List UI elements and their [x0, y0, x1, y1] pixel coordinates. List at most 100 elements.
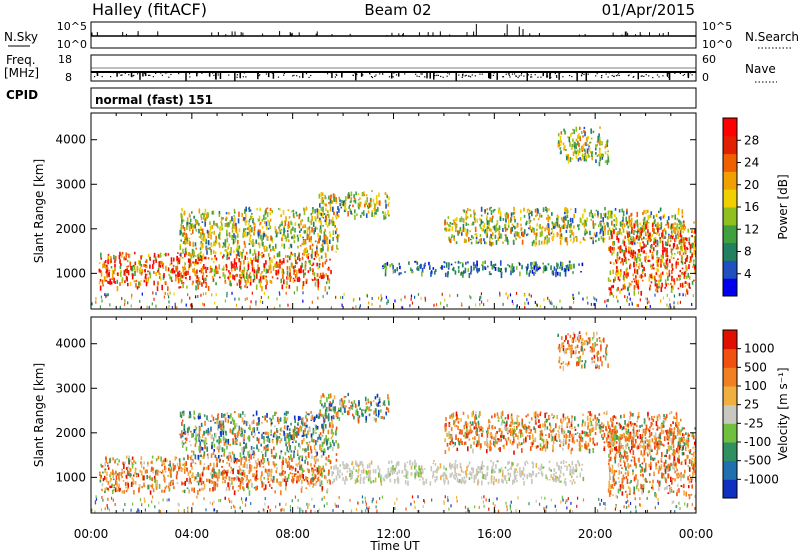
- echo-cell: [693, 245, 695, 250]
- noise-cell: [202, 302, 204, 306]
- echo-cell: [275, 232, 278, 235]
- echo-cell: [317, 476, 320, 482]
- echo-cell: [294, 256, 297, 261]
- noise-cell: [214, 301, 216, 305]
- nave-point: [479, 73, 481, 75]
- echo-cell: [265, 284, 267, 290]
- nave-point: [600, 76, 603, 79]
- echo-cell: [312, 485, 314, 488]
- echo-cell: [303, 207, 305, 211]
- echo-cell: [152, 264, 154, 269]
- echo-cell: [603, 237, 606, 240]
- echo-cell: [216, 476, 219, 482]
- echo-cell: [354, 199, 357, 204]
- nave-point: [382, 72, 384, 74]
- echo-cell: [667, 216, 670, 221]
- echo-cell: [613, 229, 615, 235]
- echo-cell: [451, 268, 454, 271]
- nave-point: [96, 72, 98, 74]
- echo-cell: [183, 467, 186, 471]
- echo-cell: [154, 477, 157, 483]
- nave-point: [523, 75, 525, 77]
- echo-cell: [615, 232, 618, 236]
- echo-cell: [533, 261, 536, 266]
- echo-cell: [541, 230, 543, 237]
- echo-cell: [570, 145, 573, 151]
- echo-cell: [107, 253, 110, 256]
- echo-cell: [573, 213, 575, 219]
- echo-cell: [284, 255, 287, 258]
- echo-cell: [236, 475, 238, 481]
- echo-cell: [528, 215, 531, 220]
- echo-cell: [191, 223, 194, 226]
- echo-cell: [244, 429, 246, 434]
- echo-cell: [604, 145, 607, 149]
- echo-cell: [557, 132, 560, 137]
- echo-cell: [243, 465, 246, 468]
- echo-cell: [177, 271, 179, 275]
- echo-cell: [595, 209, 598, 212]
- echo-cell: [182, 241, 185, 244]
- echo-cell: [384, 192, 387, 195]
- echo-cell: [451, 234, 453, 238]
- echo-cell: [294, 269, 297, 273]
- echo-cell: [664, 279, 667, 285]
- echo-cell: [560, 131, 563, 135]
- echo-cell: [319, 217, 321, 221]
- echo-cell: [539, 266, 541, 270]
- echo-cell: [428, 261, 430, 266]
- echo-cell: [183, 462, 186, 468]
- echo-cell: [661, 249, 664, 252]
- echo-cell: [236, 248, 238, 253]
- echo-cell: [667, 275, 669, 281]
- echo-cell: [546, 208, 548, 213]
- echo-cell: [127, 466, 130, 469]
- echo-cell: [291, 210, 293, 213]
- echo-cell: [296, 256, 299, 260]
- echo-cell: [183, 431, 185, 435]
- echo-cell: [628, 231, 631, 238]
- echo-cell: [256, 477, 259, 480]
- echo-cell: [270, 473, 272, 478]
- echo-cell: [354, 209, 356, 214]
- echo-cell: [306, 468, 309, 472]
- echo-cell: [686, 288, 688, 293]
- echo-cell: [250, 257, 252, 262]
- echo-cell: [613, 214, 616, 217]
- echo-cell: [233, 227, 236, 230]
- echo-cell: [573, 236, 575, 242]
- echo-cell: [112, 478, 115, 481]
- echo-cell: [265, 217, 267, 220]
- echo-cell: [332, 206, 334, 212]
- echo-cell: [691, 229, 693, 233]
- echo-cell: [233, 490, 236, 496]
- echo-cell: [658, 274, 661, 278]
- echo-cell: [329, 203, 331, 207]
- echo-cell: [286, 274, 289, 281]
- echo-cell: [227, 469, 229, 474]
- echo-cell: [569, 217, 572, 223]
- echo-cell: [113, 277, 115, 283]
- nave-point: [568, 71, 570, 73]
- echo-cell: [616, 219, 618, 224]
- echo-cell: [181, 442, 184, 448]
- echo-cell: [106, 462, 109, 465]
- echo-cell: [287, 239, 290, 243]
- echo-cell: [223, 243, 225, 247]
- echo-cell: [347, 193, 349, 200]
- echo-cell: [263, 487, 266, 491]
- echo-cell: [201, 433, 204, 439]
- echo-cell: [251, 218, 253, 220]
- echo-cell: [283, 279, 285, 285]
- noise-cell: [523, 293, 525, 297]
- echo-cell: [661, 240, 664, 243]
- nave-point: [245, 76, 247, 78]
- echo-cell: [179, 433, 182, 436]
- echo-cell: [604, 225, 607, 230]
- echo-cell: [290, 244, 293, 249]
- echo-cell: [420, 271, 423, 277]
- echo-cell: [496, 221, 499, 224]
- echo-cell: [322, 428, 325, 434]
- noise-cell: [615, 295, 618, 299]
- echo-cell: [161, 469, 164, 474]
